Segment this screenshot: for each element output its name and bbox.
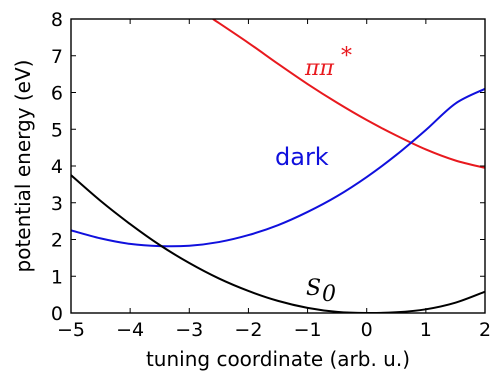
x-tick-label: −1 [294, 319, 322, 341]
y-axis-label: potential energy (eV) [11, 60, 35, 273]
y-tick-label: 2 [51, 230, 63, 252]
x-tick-label: 2 [479, 319, 491, 341]
dark-curve [71, 87, 485, 248]
x-tick-label: −3 [175, 319, 203, 341]
pipi-star-label: ππ [304, 56, 334, 81]
curves-layer [71, 19, 485, 313]
y-tick-label: 5 [51, 119, 63, 141]
y-tick-label: 8 [51, 9, 63, 31]
y-tick-label: 0 [51, 303, 63, 325]
y-tick-label: 1 [51, 266, 63, 288]
pipi-star-superscript: * [341, 44, 352, 69]
s0-curve [71, 174, 485, 313]
pipi-star-curve [212, 19, 485, 169]
x-tick-label: −4 [116, 319, 144, 341]
s0-label: S [306, 276, 321, 301]
y-tick-label: 6 [51, 83, 63, 105]
curve-labels-layer: ππ * dark S 0 [275, 44, 352, 307]
y-tick-label: 4 [51, 156, 63, 178]
x-tick-label: −2 [234, 319, 262, 341]
s0-subscript: 0 [322, 282, 336, 307]
x-tick-label: 0 [361, 319, 373, 341]
dark-label: dark [275, 143, 329, 171]
y-tick-label: 3 [51, 193, 63, 215]
x-axis-label: tuning coordinate (arb. u.) [146, 347, 410, 371]
y-tick-label: 7 [51, 46, 63, 68]
x-tick-label: 1 [420, 319, 432, 341]
x-tick-label: −5 [57, 319, 85, 341]
